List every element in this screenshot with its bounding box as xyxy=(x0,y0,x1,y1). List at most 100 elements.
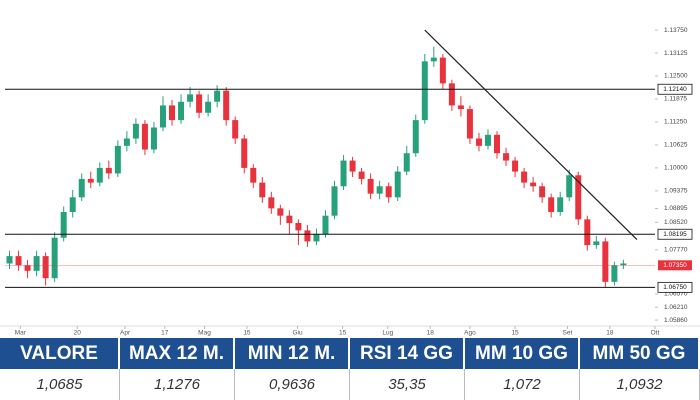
candle-body xyxy=(484,134,491,146)
y-tick-label: 1.10625 xyxy=(664,142,688,149)
level-label: 1.12140 xyxy=(663,86,687,93)
y-tick-label: 1.08895 xyxy=(664,205,688,212)
x-tick-label: Apr xyxy=(120,330,131,337)
candle-body xyxy=(178,101,185,121)
x-tick-label: 15 xyxy=(511,330,519,337)
candle-body xyxy=(15,256,22,266)
candle-body xyxy=(512,160,519,172)
candle-body xyxy=(611,265,618,282)
candle-body xyxy=(593,241,600,246)
candle-body xyxy=(557,197,564,213)
candle-body xyxy=(602,241,609,282)
x-tick-label: Ago xyxy=(464,330,476,337)
candle-body xyxy=(304,230,311,242)
candle-body xyxy=(259,182,266,198)
x-tick-label: Giu xyxy=(292,330,303,337)
candle-body xyxy=(566,175,573,198)
y-tick-label: 1.06570 xyxy=(664,291,688,298)
candle-body xyxy=(223,90,230,121)
candle-body xyxy=(69,197,76,213)
y-tick-label: 1.11250 xyxy=(664,119,687,126)
level-label: 1.06750 xyxy=(663,284,687,291)
candle-body xyxy=(277,208,284,216)
candle-body xyxy=(105,167,112,174)
candle-body xyxy=(24,265,31,271)
candle-body xyxy=(620,263,627,266)
chart: 1.13750 1.13125 1.12500 1.11875 1.11250 1.106… xyxy=(0,27,700,337)
table-header-cell: MM 50 GG xyxy=(580,338,700,369)
candle-body xyxy=(530,182,537,187)
y-tick-label: 1.05860 xyxy=(664,317,688,324)
candle-body xyxy=(494,134,501,154)
candle-body xyxy=(60,212,67,238)
candle-body xyxy=(340,160,347,187)
y-tick-label: 1.12500 xyxy=(664,73,688,80)
candle-body xyxy=(521,171,528,183)
table-cell: 0,9636 xyxy=(235,369,350,400)
candle-body xyxy=(250,167,257,183)
x-tick-label: 18 xyxy=(427,330,435,337)
table-cell: 1,072 xyxy=(465,369,580,400)
candle-body xyxy=(214,90,221,102)
candle-body xyxy=(78,178,85,198)
candle-body xyxy=(349,160,356,172)
candle-body xyxy=(367,178,374,194)
candle-body xyxy=(6,256,13,264)
candle-body xyxy=(331,186,338,216)
table-header-cell: RSI 14 GG xyxy=(350,338,465,369)
candle-body xyxy=(575,175,582,220)
x-tick-label: Ott xyxy=(651,330,660,337)
table-header-cell: VALORE xyxy=(0,338,120,369)
candle-body xyxy=(51,237,58,279)
x-tick-label: Set xyxy=(563,330,573,337)
candle-body xyxy=(466,109,473,139)
candle-body xyxy=(385,186,392,198)
candle-body xyxy=(96,167,103,183)
candle-body xyxy=(358,171,365,179)
candle-body xyxy=(457,105,464,110)
x-tick-label: Mag xyxy=(198,330,211,337)
candle-body xyxy=(42,256,49,279)
candle-body xyxy=(430,57,437,62)
x-tick-label: 20 xyxy=(74,330,82,337)
candle-body xyxy=(421,61,428,121)
candle-body xyxy=(114,145,121,174)
candle-body xyxy=(150,127,157,150)
candle-body xyxy=(322,215,329,235)
last-price-box xyxy=(658,260,692,271)
candle-body xyxy=(268,197,275,209)
x-tick-label: Mar xyxy=(15,330,27,337)
table-header-cell: MAX 12 M. xyxy=(120,338,235,369)
candle-body xyxy=(394,171,401,198)
candle-body xyxy=(196,94,203,113)
candle-body xyxy=(141,123,148,150)
candle-body xyxy=(475,138,482,146)
table-cell: 1,1276 xyxy=(120,369,235,400)
candle-body xyxy=(448,83,455,106)
y-tick-label: 1.07770 xyxy=(664,247,688,254)
candle-body xyxy=(548,197,555,213)
candle-body xyxy=(286,215,293,224)
trendline xyxy=(424,29,638,241)
candle-body xyxy=(313,234,320,242)
candle-body xyxy=(232,120,239,139)
x-tick-label: 15 xyxy=(243,330,251,337)
x-tick-label: 17 xyxy=(161,330,169,337)
y-tick-label: 1.11875 xyxy=(664,96,687,103)
x-tick-label: 15 xyxy=(339,330,347,337)
candle-body xyxy=(159,105,166,128)
y-tick-label: 1.13750 xyxy=(664,27,688,34)
stats-table: VALORE MAX 12 M. MIN 12 M. RSI 14 GG MM 10 G… xyxy=(0,338,700,400)
level-label: 1.08195 xyxy=(663,231,687,238)
table-cell: 35,35 xyxy=(350,369,465,400)
candle-body xyxy=(187,94,194,102)
candle-body xyxy=(123,138,130,146)
table-cell: 1,0932 xyxy=(580,369,700,400)
candle-body xyxy=(539,186,546,198)
last-price-label: 1.07350 xyxy=(663,262,687,269)
candle-body xyxy=(169,105,176,121)
table-header-cell: MM 10 GG xyxy=(465,338,580,369)
candle-body xyxy=(295,223,302,231)
y-tick-label: 1.08520 xyxy=(664,219,688,226)
